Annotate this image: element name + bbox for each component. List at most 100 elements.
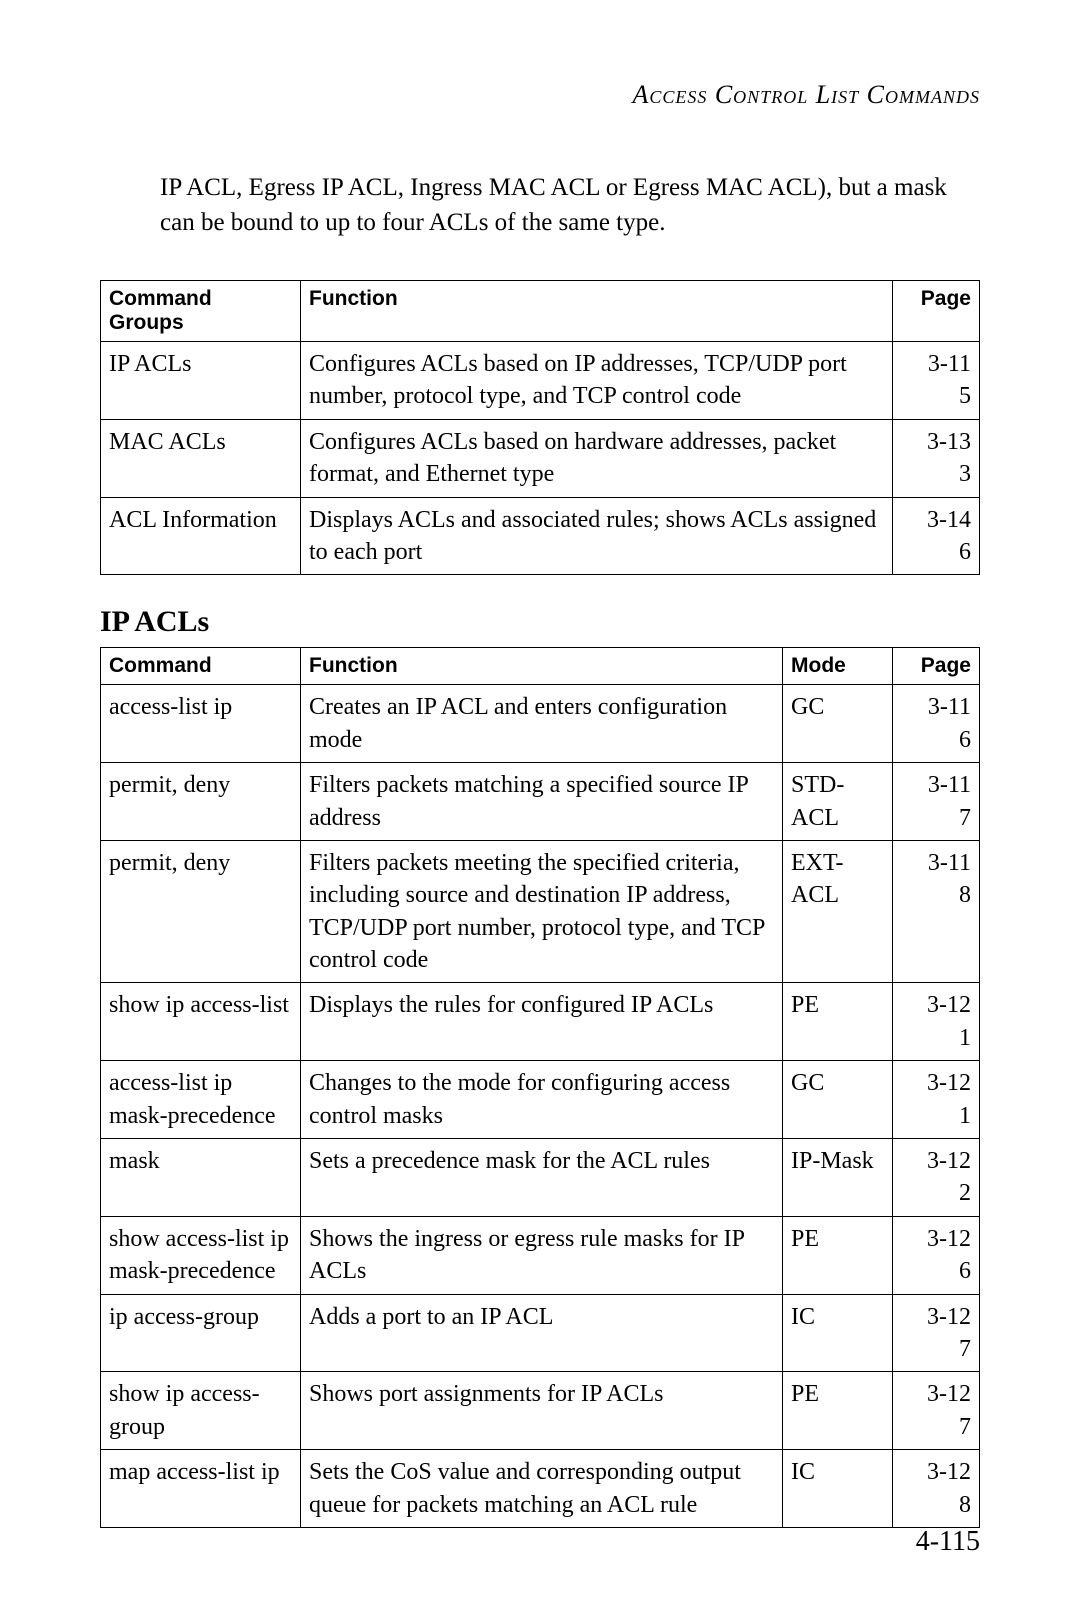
page-ref-major: 3-12 [927,1456,971,1488]
page-ref-major: 3-11 [928,348,971,380]
page-ref-major: 3-12 [927,1301,971,1333]
cell-function: Configures ACLs based on IP addresses, T… [301,342,893,420]
cell-mode: PE [783,983,893,1061]
page-ref-minor: 6 [959,536,971,568]
page-ref-major: 3-11 [928,769,971,801]
cell-page: 3-116 [893,685,980,763]
table-row: show ip access-list Displays the rules f… [101,983,980,1061]
table-row: ACL Information Displays ACLs and associ… [101,497,980,575]
ip-acls-table: Command Function Mode Page access-list i… [100,647,980,1528]
page-ref-minor: 5 [959,380,971,412]
page-ref-minor: 6 [959,724,971,756]
cell-mode: GC [783,685,893,763]
page-ref-major: 3-12 [927,1378,971,1410]
cell-function: Filters packets matching a specified sou… [301,763,783,841]
page-ref-minor: 7 [959,1411,971,1443]
col-page: Page [893,281,980,342]
cell-function: Sets the CoS value and corresponding out… [301,1450,783,1528]
col-command: Command [101,648,301,685]
page-ref-minor: 1 [959,1022,971,1054]
table-header-row: Command Function Mode Page [101,648,980,685]
page-ref-minor: 1 [959,1100,971,1132]
cell-function: Shows port assignments for IP ACLs [301,1372,783,1450]
cell-page: 3-133 [893,419,980,497]
cell-page: 3-122 [893,1139,980,1217]
page-ref-minor: 8 [959,1489,971,1521]
cell-mode: PE [783,1372,893,1450]
cell-function: Shows the ingress or egress rule masks f… [301,1216,783,1294]
page-ref-minor: 3 [959,458,971,490]
page-ref-major: 3-12 [927,1067,971,1099]
page-ref-minor: 7 [959,1333,971,1365]
col-command-groups: Command Groups [101,281,301,342]
cell-mode: STD-ACL [783,763,893,841]
col-page: Page [893,648,980,685]
cell-function: Creates an IP ACL and enters configurati… [301,685,783,763]
cell-mode: PE [783,1216,893,1294]
page-ref-major: 3-12 [927,989,971,1021]
cell-command: access-list ip mask-precedence [101,1061,301,1139]
cell-function: Filters packets meeting the specified cr… [301,840,783,983]
page: Access Control List Commands IP ACL, Egr… [0,0,1080,1618]
col-mode: Mode [783,648,893,685]
cell-mode: IC [783,1294,893,1372]
cell-page: 3-118 [893,840,980,983]
cell-group: IP ACLs [101,342,301,420]
section-title-ip-acls: IP ACLs [100,605,980,639]
table-row: access-list ip mask-precedence Changes t… [101,1061,980,1139]
table-row: permit, deny Filters packets meeting the… [101,840,980,983]
cell-command: mask [101,1139,301,1217]
cell-group: MAC ACLs [101,419,301,497]
table-row: ip access-group Adds a port to an IP ACL… [101,1294,980,1372]
cell-group: ACL Information [101,497,301,575]
table-row: mask Sets a precedence mask for the ACL … [101,1139,980,1217]
cell-page: 3-121 [893,1061,980,1139]
page-ref-major: 3-14 [927,504,971,536]
cell-function: Displays the rules for configured IP ACL… [301,983,783,1061]
cell-function: Displays ACLs and associated rules; show… [301,497,893,575]
page-ref-major: 3-11 [928,691,971,723]
cell-function: Configures ACLs based on hardware addres… [301,419,893,497]
cell-command: map access-list ip [101,1450,301,1528]
table-row: map access-list ip Sets the CoS value an… [101,1450,980,1528]
cell-command: show ip access-list [101,983,301,1061]
table-row: show access-list ip mask-precedence Show… [101,1216,980,1294]
page-ref-major: 3-12 [927,1145,971,1177]
cell-page: 3-128 [893,1450,980,1528]
page-ref-major: 3-13 [927,426,971,458]
cell-page: 3-146 [893,497,980,575]
cell-mode: IC [783,1450,893,1528]
table-row: MAC ACLs Configures ACLs based on hardwa… [101,419,980,497]
cell-function: Adds a port to an IP ACL [301,1294,783,1372]
cell-page: 3-127 [893,1294,980,1372]
cell-page: 3-121 [893,983,980,1061]
table-row: access-list ip Creates an IP ACL and ent… [101,685,980,763]
page-ref-minor: 8 [959,879,971,911]
cell-page: 3-126 [893,1216,980,1294]
table-header-row: Command Groups Function Page [101,281,980,342]
running-head: Access Control List Commands [100,80,980,110]
table-row: permit, deny Filters packets matching a … [101,763,980,841]
page-ref-major: 3-11 [928,847,971,879]
cell-page: 3-127 [893,1372,980,1450]
table-row: IP ACLs Configures ACLs based on IP addr… [101,342,980,420]
cell-command: show ip access-group [101,1372,301,1450]
intro-paragraph: IP ACL, Egress IP ACL, Ingress MAC ACL o… [160,170,980,240]
cell-mode: IP-Mask [783,1139,893,1217]
page-number: 4-115 [916,1526,980,1558]
col-function: Function [301,648,783,685]
cell-page: 3-117 [893,763,980,841]
cell-command: show access-list ip mask-precedence [101,1216,301,1294]
cell-page: 3-115 [893,342,980,420]
cell-command: permit, deny [101,840,301,983]
page-ref-minor: 7 [959,802,971,834]
cell-command: access-list ip [101,685,301,763]
command-groups-table: Command Groups Function Page IP ACLs Con… [100,280,980,575]
cell-mode: GC [783,1061,893,1139]
page-ref-major: 3-12 [927,1223,971,1255]
table-row: show ip access-group Shows port assignme… [101,1372,980,1450]
page-ref-minor: 2 [959,1177,971,1209]
cell-mode: EXT-ACL [783,840,893,983]
page-ref-minor: 6 [959,1255,971,1287]
cell-function: Sets a precedence mask for the ACL rules [301,1139,783,1217]
